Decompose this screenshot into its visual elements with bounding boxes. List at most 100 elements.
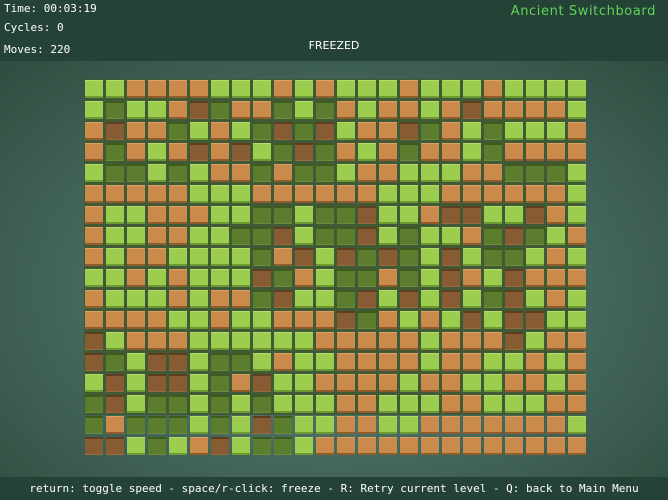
green-switch[interactable] [253,311,271,329]
orange-switch[interactable] [232,101,250,119]
green-switch-pressed[interactable] [253,164,271,182]
orange-switch[interactable] [526,353,544,371]
green-switch[interactable] [400,164,418,182]
orange-switch[interactable] [337,395,355,413]
green-switch-pressed[interactable] [253,395,271,413]
orange-switch-pressed[interactable] [253,269,271,287]
orange-switch[interactable] [169,227,187,245]
green-switch-pressed[interactable] [337,269,355,287]
orange-switch[interactable] [85,206,103,224]
green-switch[interactable] [169,311,187,329]
orange-switch[interactable] [484,80,502,98]
green-switch-pressed[interactable] [85,416,103,434]
green-switch[interactable] [127,437,145,455]
green-switch[interactable] [85,164,103,182]
green-switch[interactable] [463,248,481,266]
orange-switch[interactable] [442,122,460,140]
orange-switch[interactable] [274,80,292,98]
green-switch[interactable] [127,374,145,392]
orange-switch[interactable] [526,269,544,287]
orange-switch[interactable] [169,101,187,119]
orange-switch[interactable] [337,374,355,392]
orange-switch-pressed[interactable] [505,269,523,287]
green-switch[interactable] [232,437,250,455]
orange-switch[interactable] [358,374,376,392]
orange-switch[interactable] [547,416,565,434]
green-switch-pressed[interactable] [106,143,124,161]
green-switch-pressed[interactable] [484,290,502,308]
green-switch-pressed[interactable] [274,101,292,119]
green-switch[interactable] [169,437,187,455]
green-switch[interactable] [232,395,250,413]
orange-switch[interactable] [211,290,229,308]
orange-switch[interactable] [379,437,397,455]
green-switch-pressed[interactable] [358,248,376,266]
orange-switch[interactable] [337,101,355,119]
orange-switch[interactable] [463,269,481,287]
green-switch-pressed[interactable] [253,290,271,308]
green-switch-pressed[interactable] [148,395,166,413]
green-switch[interactable] [526,395,544,413]
orange-switch-pressed[interactable] [106,437,124,455]
green-switch[interactable] [568,101,586,119]
orange-switch[interactable] [148,227,166,245]
orange-switch[interactable] [337,332,355,350]
orange-switch[interactable] [148,185,166,203]
green-switch-pressed[interactable] [337,206,355,224]
orange-switch-pressed[interactable] [463,101,481,119]
green-switch[interactable] [106,227,124,245]
green-switch[interactable] [190,353,208,371]
green-switch[interactable] [211,206,229,224]
green-switch[interactable] [190,374,208,392]
orange-switch-pressed[interactable] [274,290,292,308]
orange-switch[interactable] [442,395,460,413]
orange-switch[interactable] [316,80,334,98]
green-switch[interactable] [484,269,502,287]
orange-switch[interactable] [85,311,103,329]
green-switch-pressed[interactable] [316,101,334,119]
green-switch[interactable] [211,248,229,266]
orange-switch[interactable] [127,122,145,140]
orange-switch[interactable] [526,416,544,434]
green-switch[interactable] [211,269,229,287]
green-switch-pressed[interactable] [526,227,544,245]
orange-switch[interactable] [211,164,229,182]
orange-switch-pressed[interactable] [505,290,523,308]
orange-switch-pressed[interactable] [190,101,208,119]
green-switch[interactable] [463,290,481,308]
green-switch-pressed[interactable] [505,248,523,266]
green-switch[interactable] [295,80,313,98]
green-switch[interactable] [337,80,355,98]
orange-switch[interactable] [547,269,565,287]
green-switch[interactable] [274,332,292,350]
green-switch[interactable] [421,101,439,119]
orange-switch[interactable] [526,101,544,119]
green-switch[interactable] [106,80,124,98]
orange-switch[interactable] [358,332,376,350]
green-switch[interactable] [190,332,208,350]
green-switch[interactable] [232,416,250,434]
green-switch[interactable] [505,206,523,224]
green-switch[interactable] [316,353,334,371]
green-switch-pressed[interactable] [547,164,565,182]
green-switch[interactable] [274,395,292,413]
green-switch[interactable] [379,185,397,203]
green-switch[interactable] [127,227,145,245]
orange-switch[interactable] [421,437,439,455]
green-switch[interactable] [190,290,208,308]
orange-switch[interactable] [169,269,187,287]
green-switch[interactable] [484,374,502,392]
orange-switch-pressed[interactable] [85,437,103,455]
green-switch[interactable] [190,416,208,434]
orange-switch[interactable] [127,269,145,287]
green-switch-pressed[interactable] [169,122,187,140]
orange-switch-pressed[interactable] [505,311,523,329]
orange-switch[interactable] [442,185,460,203]
orange-switch[interactable] [568,374,586,392]
green-switch[interactable] [568,248,586,266]
orange-switch-pressed[interactable] [148,374,166,392]
orange-switch-pressed[interactable] [190,143,208,161]
orange-switch[interactable] [421,374,439,392]
green-switch-pressed[interactable] [169,395,187,413]
green-switch-pressed[interactable] [484,227,502,245]
